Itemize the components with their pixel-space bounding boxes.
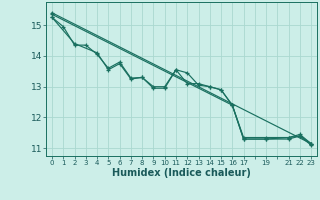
X-axis label: Humidex (Indice chaleur): Humidex (Indice chaleur): [112, 168, 251, 178]
